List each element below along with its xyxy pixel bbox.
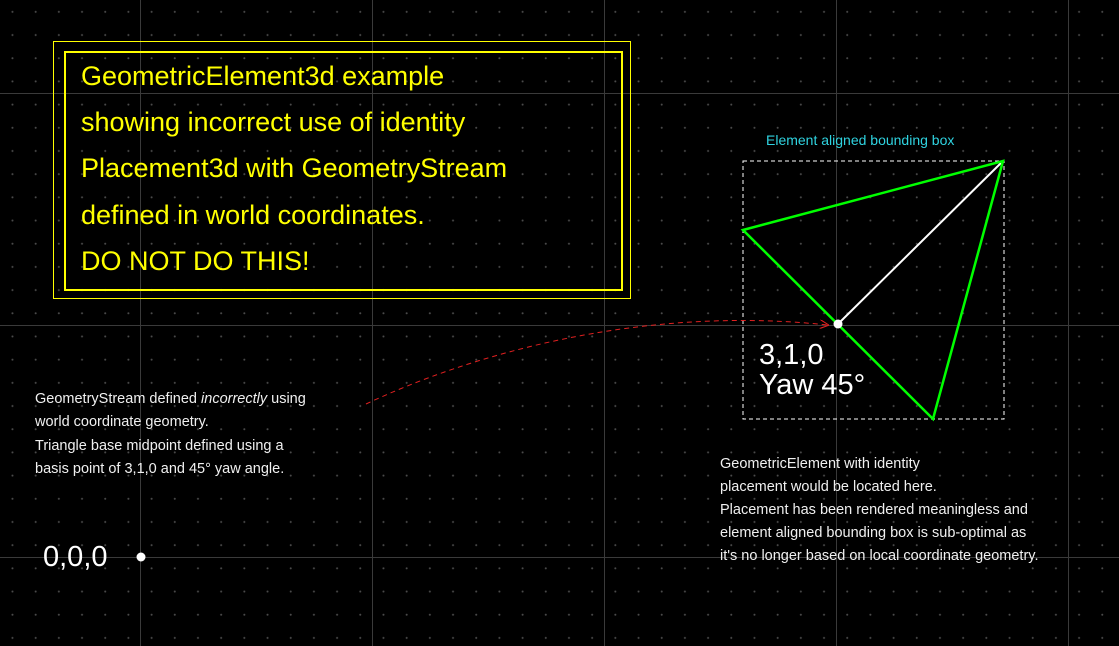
right-note-line-1: GeometricElement with identity — [720, 456, 920, 472]
title-line-3: Placement3d with GeometryStream — [81, 153, 508, 183]
right-note-line-4: element aligned bounding box is sub-opti… — [720, 525, 1027, 541]
title-line-5: DO NOT DO THIS! — [81, 246, 310, 276]
left-note-line-3: Triangle base midpoint defined using a — [35, 438, 284, 454]
title-line-1: GeometricElement3d example — [81, 61, 445, 91]
placement-point — [833, 319, 843, 329]
right-note-line-2: placement would be located here. — [720, 479, 937, 495]
right-note-line-3: Placement has been rendered meaningless … — [720, 502, 1028, 518]
left-note-line-2: world coordinate geometry. — [35, 414, 209, 430]
origin-label: 0,0,0 — [43, 541, 108, 573]
left-note-line-1-pre: GeometryStream defined — [35, 391, 202, 407]
placement-coords-label: 3,1,0 — [759, 339, 824, 371]
title-line-2: showing incorrect use of identity — [81, 107, 466, 137]
origin-point — [136, 552, 146, 562]
left-note-line-1-post: using — [267, 391, 306, 407]
title-frame-outer — [53, 41, 631, 299]
bounding-box-caption: Element aligned bounding box — [766, 132, 955, 148]
title-frame-inner — [64, 51, 623, 291]
left-note-line-1-emphasis: incorrectly — [201, 391, 268, 407]
yaw-direction-line — [837, 160, 1004, 325]
right-note-line-5: it's no longer based on local coordinate… — [720, 548, 1039, 564]
left-note-line-4: basis point of 3,1,0 and 45° yaw angle. — [35, 461, 285, 477]
title-line-4: defined in world coordinates. — [81, 200, 425, 230]
left-note-line-1: GeometryStream defined incorrectly using — [35, 388, 306, 411]
placement-yaw-label: Yaw 45° — [759, 369, 866, 401]
placement-arrow — [365, 320, 828, 405]
